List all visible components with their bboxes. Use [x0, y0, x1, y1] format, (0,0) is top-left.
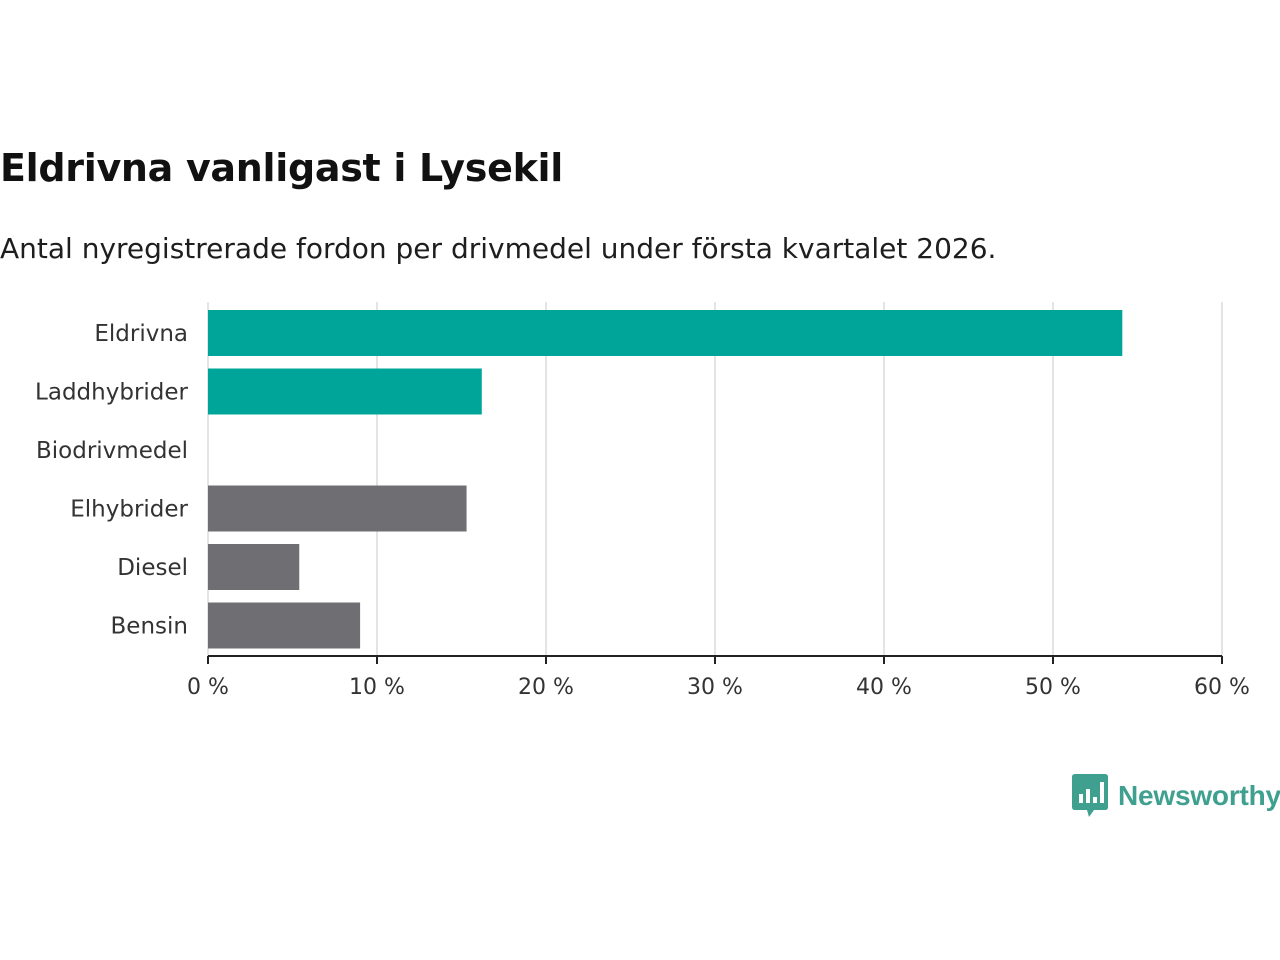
- chart-title: Eldrivna vanligast i Lysekil: [0, 146, 563, 190]
- category-label: Diesel: [117, 555, 188, 581]
- newsworthy-logo: Newsworthy: [1072, 774, 1280, 818]
- x-tick-label: 20 %: [518, 675, 574, 700]
- bars: [208, 310, 1123, 649]
- bar-laddhybrider: [208, 368, 482, 415]
- category-label: Biodrivmedel: [36, 438, 188, 464]
- bar-bensin: [208, 602, 361, 649]
- bar-chart-speech-bubble-icon: [1072, 774, 1108, 817]
- category-label: Elhybrider: [70, 497, 188, 523]
- bar-diesel: [208, 544, 300, 590]
- category-labels: Eldrivna Laddhybrider Biodrivmedel Elhybrid…: [35, 321, 188, 640]
- category-label: Laddhybrider: [35, 380, 188, 406]
- x-tick-label: 10 %: [349, 675, 405, 700]
- category-label: Bensin: [111, 614, 188, 640]
- bar-eldrivna: [208, 310, 1123, 356]
- x-axis-ticks: 0 % 10 % 20 % 30 % 40 % 50 % 60 %: [187, 656, 1250, 700]
- x-tick-label: 40 %: [856, 675, 912, 700]
- bar-elhybrider: [208, 485, 467, 532]
- x-tick-label: 0 %: [187, 675, 229, 700]
- brand-name: Newsworthy: [1118, 780, 1280, 811]
- gridlines: [207, 302, 1223, 656]
- x-tick-label: 30 %: [687, 675, 743, 700]
- x-tick-label: 50 %: [1025, 675, 1081, 700]
- chart-subtitle: Antal nyregistrerade fordon per drivmede…: [0, 232, 997, 265]
- category-label: Eldrivna: [94, 321, 188, 347]
- bar-chart: Eldrivna Laddhybrider Biodrivmedel Elhybrid…: [35, 302, 1250, 700]
- x-tick-label: 60 %: [1194, 675, 1250, 700]
